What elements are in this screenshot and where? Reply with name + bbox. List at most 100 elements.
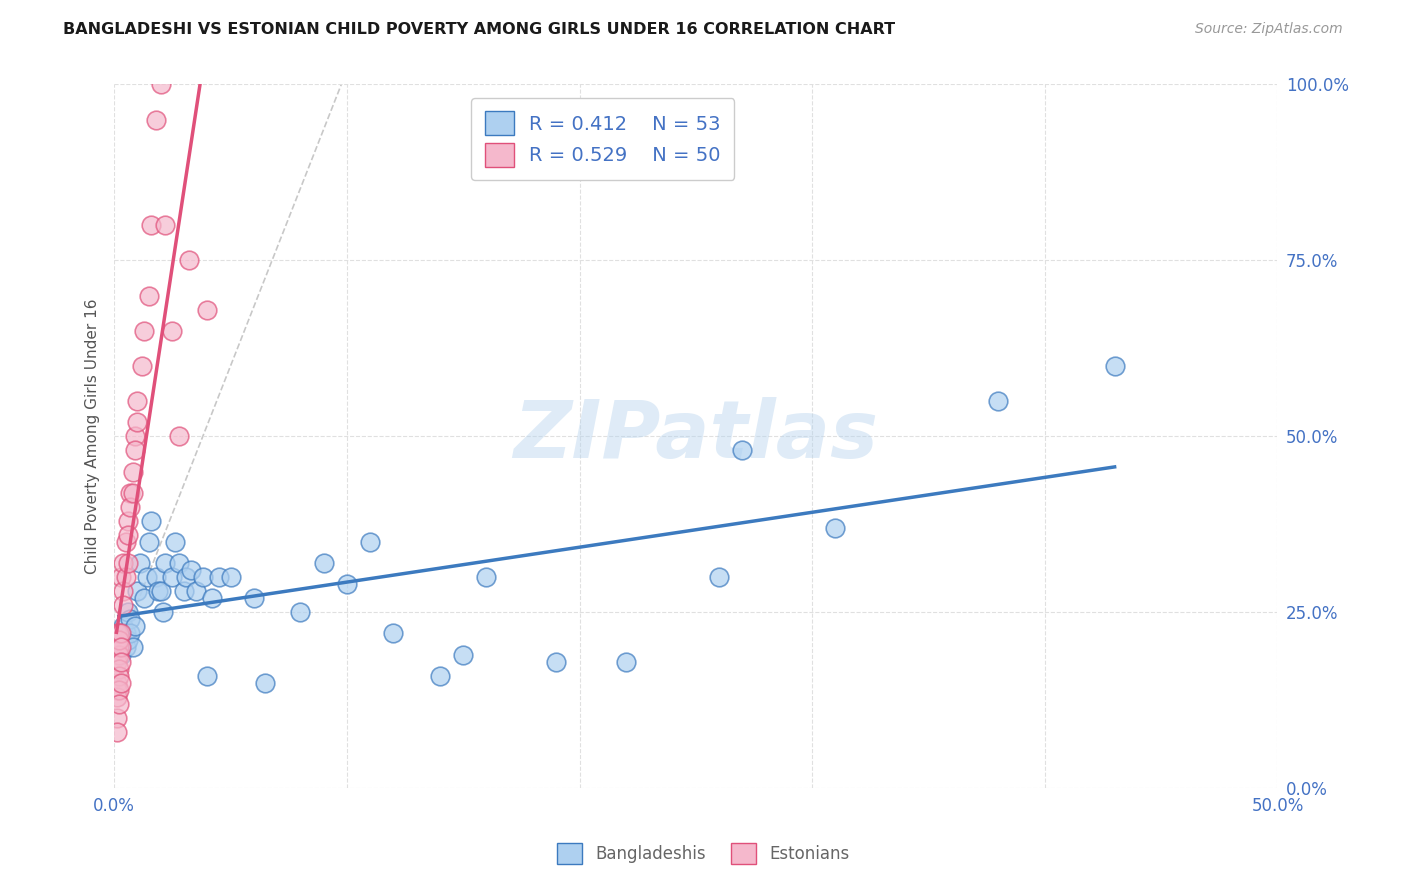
Point: [141, 514, 163, 528]
Point: [124, 429, 146, 443]
Point: [169, 429, 191, 443]
Point: [824, 521, 846, 535]
Point: [114, 570, 136, 584]
Point: [290, 605, 312, 619]
Point: [110, 655, 132, 669]
Point: [155, 218, 177, 232]
Point: [134, 324, 156, 338]
Point: [124, 443, 146, 458]
Point: [112, 633, 135, 648]
Point: [105, 655, 128, 669]
Point: [120, 612, 142, 626]
Point: [105, 626, 128, 640]
Point: [108, 648, 131, 662]
Point: [108, 633, 131, 648]
Point: [110, 648, 132, 662]
Point: [110, 626, 132, 640]
Point: [162, 324, 184, 338]
Point: [105, 690, 128, 704]
Point: [707, 570, 730, 584]
Point: [110, 626, 132, 640]
Legend: Bangladeshis, Estonians: Bangladeshis, Estonians: [550, 837, 856, 871]
Point: [105, 640, 128, 655]
Point: [169, 556, 191, 570]
Point: [987, 394, 1010, 409]
Point: [110, 640, 132, 655]
Point: [731, 443, 754, 458]
Text: Source: ZipAtlas.com: Source: ZipAtlas.com: [1195, 22, 1343, 37]
Point: [112, 619, 135, 633]
Point: [359, 535, 381, 549]
Legend: R = 0.412    N = 53, R = 0.529    N = 50: R = 0.412 N = 53, R = 0.529 N = 50: [471, 98, 734, 180]
Point: [135, 570, 157, 584]
Text: ZIPatlas: ZIPatlas: [513, 397, 879, 475]
Point: [108, 626, 131, 640]
Point: [121, 485, 143, 500]
Point: [176, 570, 198, 584]
Point: [145, 570, 167, 584]
Point: [112, 599, 135, 613]
Point: [105, 682, 128, 697]
Point: [120, 500, 142, 514]
Point: [219, 570, 242, 584]
Point: [108, 640, 131, 655]
Point: [155, 556, 177, 570]
Point: [336, 577, 359, 591]
Point: [254, 675, 277, 690]
Point: [201, 591, 224, 606]
Point: [180, 563, 202, 577]
Point: [177, 253, 200, 268]
Point: [112, 556, 135, 570]
Point: [149, 584, 172, 599]
Point: [105, 648, 128, 662]
Point: [117, 605, 139, 619]
Point: [120, 485, 142, 500]
Point: [105, 633, 128, 648]
Point: [105, 725, 128, 739]
Point: [243, 591, 266, 606]
Point: [134, 591, 156, 606]
Point: [108, 682, 131, 697]
Point: [108, 697, 131, 711]
Point: [475, 570, 498, 584]
Point: [148, 584, 170, 599]
Point: [162, 570, 184, 584]
Point: [191, 570, 214, 584]
Point: [128, 556, 150, 570]
Point: [382, 626, 405, 640]
Point: [127, 584, 149, 599]
Point: [429, 668, 451, 682]
Point: [195, 302, 218, 317]
Y-axis label: Child Poverty Among Girls Under 16: Child Poverty Among Girls Under 16: [86, 299, 100, 574]
Point: [145, 112, 167, 127]
Point: [138, 288, 160, 302]
Point: [117, 556, 139, 570]
Point: [152, 605, 174, 619]
Point: [108, 668, 131, 682]
Point: [124, 619, 146, 633]
Point: [127, 415, 149, 429]
Point: [149, 78, 172, 92]
Point: [108, 662, 131, 676]
Point: [110, 570, 132, 584]
Point: [117, 528, 139, 542]
Point: [131, 359, 153, 373]
Point: [112, 584, 135, 599]
Point: [184, 584, 207, 599]
Point: [117, 514, 139, 528]
Point: [208, 570, 231, 584]
Point: [114, 626, 136, 640]
Point: [105, 711, 128, 725]
Point: [105, 675, 128, 690]
Point: [114, 535, 136, 549]
Point: [1104, 359, 1126, 373]
Point: [114, 640, 136, 655]
Point: [614, 655, 637, 669]
Point: [312, 556, 335, 570]
Point: [451, 648, 474, 662]
Point: [127, 394, 149, 409]
Point: [120, 626, 142, 640]
Point: [121, 640, 143, 655]
Point: [108, 640, 131, 655]
Point: [546, 655, 568, 669]
